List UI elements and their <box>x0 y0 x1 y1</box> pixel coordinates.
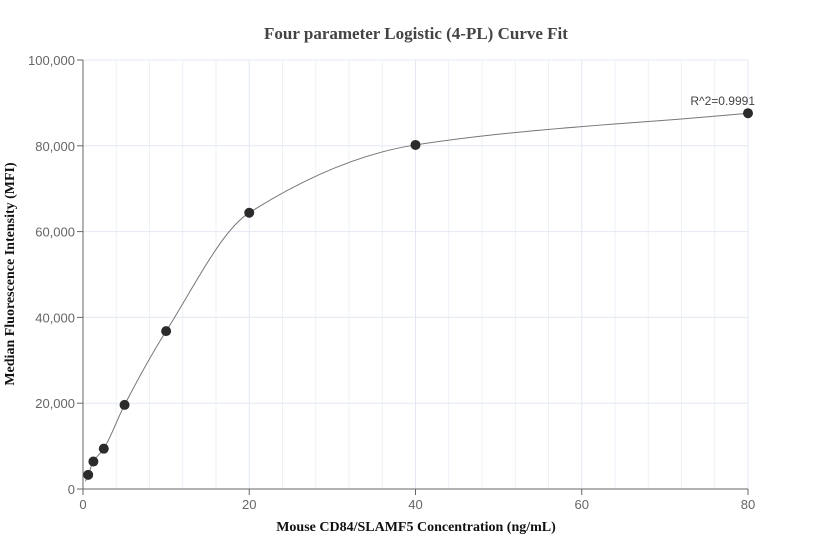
data-points <box>83 108 753 480</box>
x-tick-label: 40 <box>408 497 422 512</box>
grid <box>83 59 749 489</box>
y-axis-label: Median Fluorescence Intensity (MFI) <box>3 162 18 386</box>
x-tick-label: 0 <box>79 497 86 512</box>
r-squared-annotation: R^2=0.9991 <box>690 94 755 108</box>
data-point <box>88 456 99 467</box>
axes: 0 20 40 60 80 0 20,000 40,000 60,000 80,000 100,00… <box>28 53 755 512</box>
data-point <box>410 139 421 150</box>
x-tick-label: 20 <box>242 497 256 512</box>
data-point <box>119 399 130 410</box>
data-point <box>743 108 753 119</box>
x-axis-label: Mouse CD84/SLAMF5 Concentration (ng/mL) <box>276 520 556 535</box>
y-tick-label: 20,000 <box>35 396 75 411</box>
x-tick-label: 60 <box>575 497 589 512</box>
y-tick-label: 80,000 <box>35 139 75 154</box>
chart-title: Four parameter Logistic (4-PL) Curve Fit <box>264 24 568 43</box>
data-point <box>98 443 109 454</box>
y-tick-label: 60,000 <box>35 225 75 240</box>
data-point <box>83 469 94 480</box>
data-point <box>244 207 255 218</box>
data-point <box>161 326 172 337</box>
y-tick-label: 100,000 <box>28 53 75 68</box>
y-tick-label: 0 <box>68 482 75 497</box>
x-tick-label: 80 <box>741 497 755 512</box>
y-tick-label: 40,000 <box>35 310 75 325</box>
